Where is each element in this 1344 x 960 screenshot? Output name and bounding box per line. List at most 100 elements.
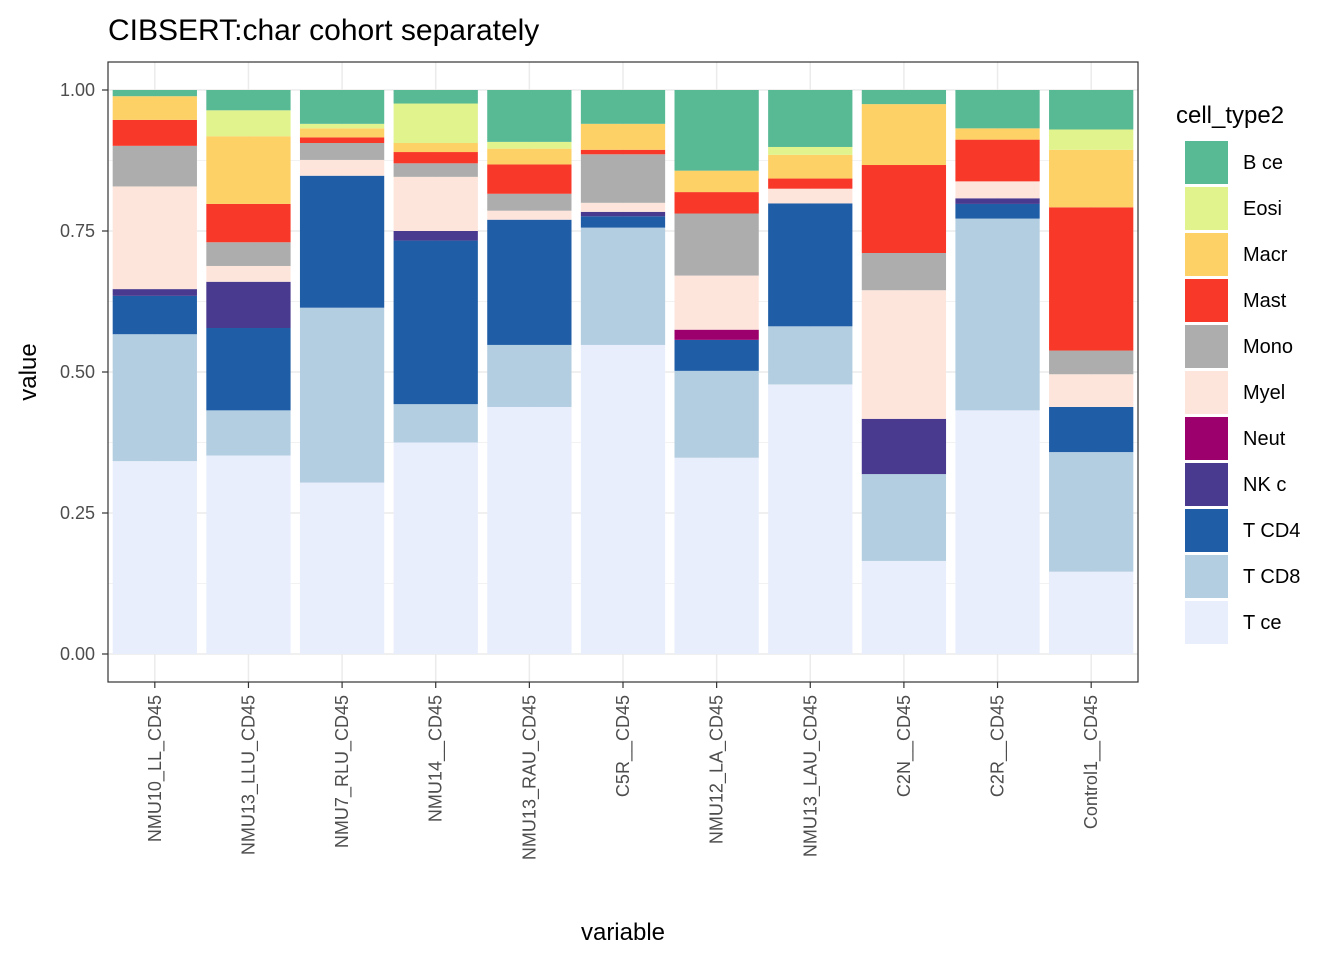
bar-segment bbox=[393, 90, 478, 104]
bar-segment bbox=[206, 265, 291, 282]
bar-segment bbox=[206, 203, 291, 243]
x-axis-label: variable bbox=[581, 919, 665, 946]
legend-label: Neut bbox=[1243, 428, 1286, 450]
bar-segment bbox=[487, 148, 572, 165]
chart-title: CIBSERT:char cohort separately bbox=[108, 14, 539, 47]
bar-segment bbox=[487, 90, 572, 142]
bar-segment bbox=[299, 143, 385, 160]
bar-segment bbox=[206, 410, 291, 456]
legend-key bbox=[1185, 601, 1228, 644]
bar-segment bbox=[299, 307, 385, 483]
legend-key bbox=[1185, 325, 1228, 368]
bar-segment bbox=[768, 188, 853, 204]
legend-key bbox=[1185, 141, 1228, 184]
bar-segment bbox=[861, 165, 947, 253]
legend-label: Mono bbox=[1243, 336, 1293, 358]
bar-segment bbox=[206, 90, 291, 111]
bar-segment bbox=[112, 461, 197, 654]
bar-segment bbox=[206, 328, 291, 411]
bar-segment bbox=[768, 146, 853, 155]
bar-segment bbox=[674, 329, 759, 340]
bar-segment bbox=[1049, 374, 1134, 407]
bar-segment bbox=[393, 152, 478, 164]
x-tick-label: NMU7_RLU_CD45 bbox=[332, 695, 353, 848]
bar-segment bbox=[1049, 452, 1134, 572]
bar-segment bbox=[206, 281, 291, 329]
bar-segment bbox=[1049, 149, 1134, 208]
bar-segment bbox=[112, 334, 197, 462]
bar-segment bbox=[112, 119, 197, 146]
bar-segment bbox=[768, 90, 853, 147]
bar-segment bbox=[1049, 129, 1134, 150]
bar-segment bbox=[861, 104, 947, 166]
bar-segment bbox=[674, 370, 759, 458]
bar-segment bbox=[487, 164, 572, 194]
bar-segment bbox=[487, 406, 572, 654]
x-tick-label: NMU12_LA_CD45 bbox=[707, 695, 728, 844]
legend-label: T CD8 bbox=[1243, 566, 1300, 588]
x-tick-label: C2N__CD45 bbox=[894, 695, 915, 797]
bar-segment bbox=[206, 455, 291, 654]
y-tick-label: 0.25 bbox=[60, 503, 95, 523]
bar-segment bbox=[674, 457, 759, 654]
legend-key bbox=[1185, 463, 1228, 506]
bar-segment bbox=[861, 252, 947, 291]
x-tick-label: NMU13_LLU_CD45 bbox=[238, 695, 259, 855]
bar-segment bbox=[768, 326, 853, 385]
y-tick-label: 0.50 bbox=[60, 362, 95, 382]
bar-segment bbox=[299, 159, 385, 176]
legend-label: Myel bbox=[1243, 382, 1285, 404]
legend-key bbox=[1185, 371, 1228, 414]
bar-segment bbox=[393, 163, 478, 177]
bar-segment bbox=[487, 193, 572, 211]
legend-label: Mast bbox=[1243, 290, 1287, 312]
bar-segment bbox=[861, 90, 947, 105]
bar-segment bbox=[580, 154, 666, 203]
bar-segment bbox=[580, 149, 666, 155]
bar-segment bbox=[487, 219, 572, 345]
bar-segment bbox=[393, 240, 478, 405]
bar-segment bbox=[112, 289, 197, 296]
bar-segment bbox=[955, 128, 1040, 140]
bar-segment bbox=[1049, 571, 1134, 654]
bar-segment bbox=[393, 143, 478, 153]
bar-segment bbox=[112, 90, 197, 97]
bar-segment bbox=[768, 154, 853, 179]
bar-segment bbox=[861, 290, 947, 419]
legend-label: Eosi bbox=[1243, 198, 1282, 220]
bar-segment bbox=[299, 123, 385, 129]
bar-segment bbox=[955, 203, 1040, 219]
legend-label: T CD4 bbox=[1243, 520, 1300, 542]
bar-segment bbox=[580, 202, 666, 212]
bar-segment bbox=[861, 418, 947, 475]
bar-segment bbox=[580, 123, 666, 150]
bar-segment bbox=[768, 203, 853, 327]
bar-segment bbox=[299, 90, 385, 124]
legend-label: T ce bbox=[1243, 612, 1282, 634]
legend-key bbox=[1185, 233, 1228, 276]
legend-key bbox=[1185, 417, 1228, 460]
legend-label: NK c bbox=[1243, 474, 1286, 496]
legend-title: cell_type2 bbox=[1176, 102, 1284, 129]
bar-segment bbox=[768, 178, 853, 189]
bar-segment bbox=[206, 242, 291, 266]
bar-segment bbox=[393, 231, 478, 241]
x-tick-label: NMU13_RAU_CD45 bbox=[519, 695, 540, 860]
x-tick-label: NMU10_LL_CD45 bbox=[145, 695, 166, 842]
legend: cell_type2 B ce Eosi Macr Mast Mono Myel Neut N… bbox=[1176, 102, 1300, 644]
bar-segment bbox=[1049, 207, 1134, 351]
bar-segment bbox=[955, 218, 1040, 411]
legend-key bbox=[1185, 509, 1228, 552]
bar-segment bbox=[487, 210, 572, 220]
bar-segment bbox=[1049, 90, 1134, 130]
bar-segment bbox=[112, 145, 197, 187]
bar-segment bbox=[393, 442, 478, 654]
bar-segment bbox=[487, 344, 572, 407]
bar-segment bbox=[955, 139, 1040, 182]
bar-segment bbox=[580, 90, 666, 124]
legend-key bbox=[1185, 187, 1228, 230]
bar-segment bbox=[393, 176, 478, 231]
x-tick-label: NMU13_LAU_CD45 bbox=[800, 695, 821, 857]
bar-segment bbox=[1049, 406, 1134, 453]
